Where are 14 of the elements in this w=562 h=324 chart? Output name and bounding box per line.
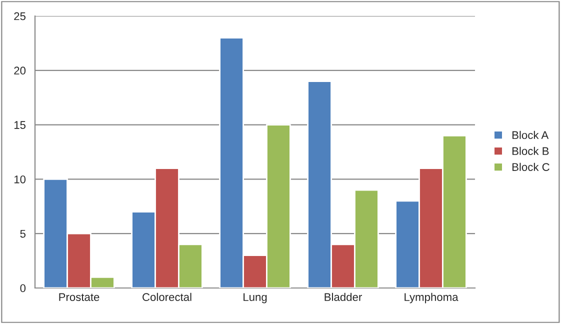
legend-label: Block B xyxy=(512,146,549,156)
y-tick-label: 0 xyxy=(20,284,26,292)
x-tick-label: Lymphoma xyxy=(404,292,458,304)
x-tick-label: Bladder xyxy=(324,292,362,302)
x-tick-label: Lung xyxy=(244,293,267,304)
legend-label: Block C xyxy=(512,162,550,171)
x-tick-label: Colorectal xyxy=(142,292,192,302)
legend-label: Block A xyxy=(512,130,549,140)
y-tick-label: 10 xyxy=(14,175,26,184)
y-tick-label: 5 xyxy=(20,230,26,238)
x-tick-label: Prostate xyxy=(59,293,100,302)
y-tick-label: 25 xyxy=(14,12,26,20)
y-tick-label: 20 xyxy=(14,66,26,75)
y-tick-label: 15 xyxy=(14,121,26,129)
